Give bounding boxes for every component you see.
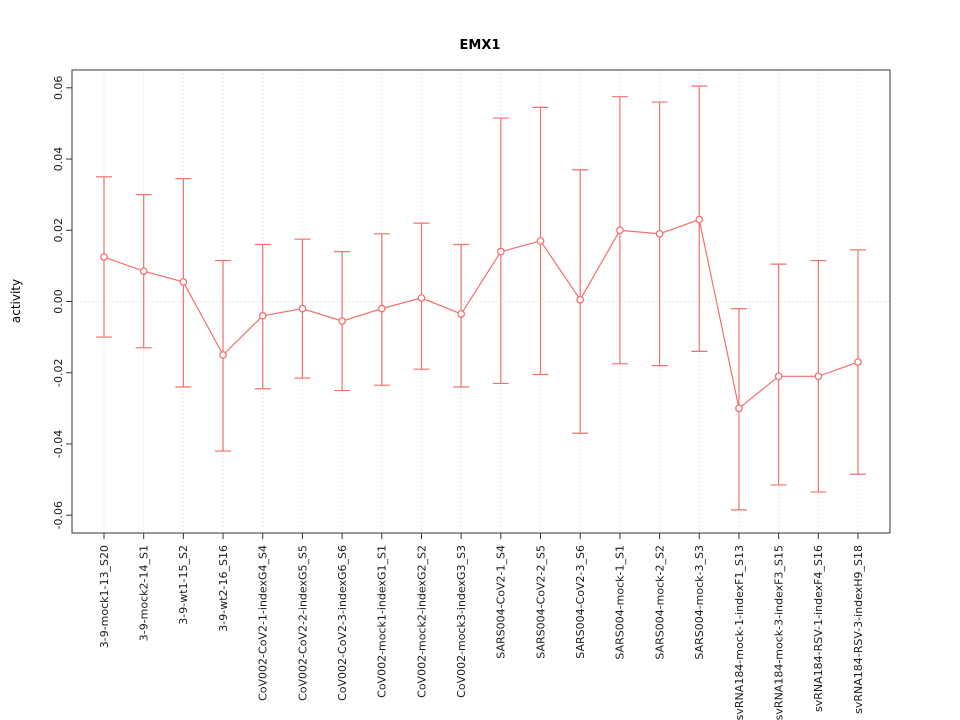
y-tick-label: -0.06: [52, 501, 65, 529]
x-tick-label: CoV002-CoV2-2-indexG5_S5: [296, 545, 309, 701]
chart-title: EMX1: [459, 38, 501, 53]
x-tick-label: svRNA184-mock-1-indexF1_S13: [733, 545, 746, 720]
x-tick-label: CoV002-mock1-indexG1_S1: [376, 545, 389, 698]
x-tick-label: CoV002-mock3-indexG3_S3: [455, 545, 468, 698]
data-point: [616, 226, 624, 235]
axes: [66, 69, 891, 539]
data-point: [139, 267, 148, 276]
x-tick-label: 3-9-mock1-13_S20: [98, 545, 111, 648]
x-tick-label: SARS004-CoV2-2_S5: [534, 545, 547, 659]
series-line: [103, 218, 859, 410]
y-tick-label: 0.06: [52, 76, 65, 101]
y-tick-label: -0.04: [52, 430, 65, 458]
x-tick-label: SARS004-CoV2-3_S6: [574, 545, 587, 659]
data-point: [338, 317, 346, 325]
x-tick-label: svRNA184-mock-3-indexF3_S15: [772, 545, 785, 720]
y-tick-label: 0.04: [52, 147, 65, 172]
x-tick-label: svRNA184-RSV-3-indexH9_S18: [852, 545, 865, 714]
x-tick-label: SARS004-mock-1_S1: [614, 545, 627, 660]
data-point: [457, 310, 466, 318]
data-point: [854, 358, 862, 366]
y-tick-label: 0.00: [52, 289, 65, 314]
data-point: [298, 304, 307, 313]
data-points: [100, 215, 862, 413]
x-tick-label: CoV002-CoV2-3-indexG6_S6: [336, 545, 349, 701]
x-tick-label: SARS004-mock-2_S2: [653, 545, 666, 660]
x-tick-label: CoV002-mock2-indexG2_S2: [415, 545, 428, 698]
data-point: [576, 295, 585, 304]
axis-labels: -0.06 -0.04 -0.02 0.00 0.02 0.04 0.06 3-9-mock1…: [52, 76, 865, 720]
x-tick-label: CoV002-CoV2-1-indexG4_S4: [257, 545, 270, 701]
x-tick-label: 3-9-wt2-16_S16: [217, 545, 230, 632]
data-point: [417, 294, 426, 302]
data-point: [536, 237, 545, 245]
series-polyline: [103, 218, 859, 410]
y-tick-label: -0.02: [52, 358, 65, 386]
x-tick-label: SARS004-mock-3_S3: [693, 545, 706, 660]
x-tick-label: 3-9-wt1-15_S2: [177, 545, 190, 625]
x-tick-label: 3-9-mock2-14_S1: [138, 545, 151, 641]
data-point: [219, 351, 227, 359]
data-point: [258, 311, 267, 320]
x-tick-label: SARS004-CoV2-1_S4: [495, 545, 508, 659]
x-tick-label: svRNA184-RSV-1-indexF4_S16: [812, 545, 825, 712]
data-point: [814, 372, 823, 381]
y-tick-label: 0.02: [52, 218, 65, 243]
data-point: [496, 247, 505, 256]
data-point: [377, 304, 386, 313]
data-point: [179, 278, 188, 286]
data-point: [774, 372, 783, 381]
data-point: [655, 229, 664, 238]
data-point: [695, 215, 704, 224]
data-point: [735, 404, 743, 413]
data-point: [100, 253, 108, 261]
error-bars: [96, 85, 866, 511]
